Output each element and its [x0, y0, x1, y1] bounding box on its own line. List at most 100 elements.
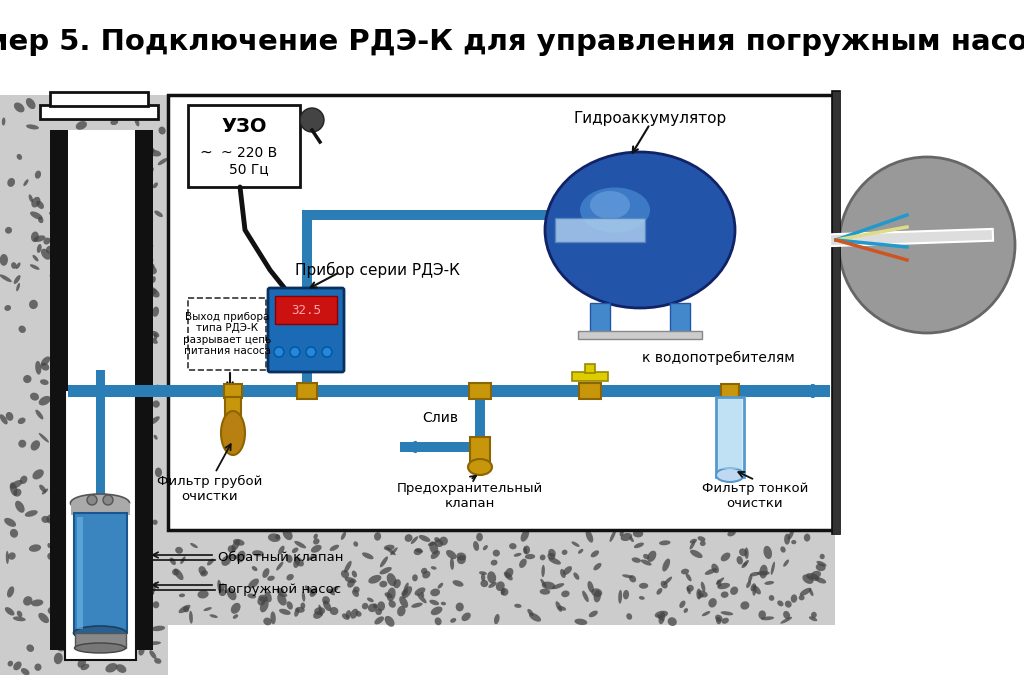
Ellipse shape [643, 554, 649, 560]
Ellipse shape [542, 582, 555, 589]
Ellipse shape [33, 469, 44, 479]
Ellipse shape [573, 572, 580, 580]
Ellipse shape [75, 148, 81, 159]
Ellipse shape [558, 606, 566, 611]
Ellipse shape [56, 395, 62, 403]
Ellipse shape [816, 564, 825, 571]
Ellipse shape [50, 446, 57, 452]
Ellipse shape [681, 568, 689, 574]
Ellipse shape [313, 539, 319, 545]
Text: УЗО: УЗО [221, 117, 266, 136]
Ellipse shape [142, 243, 154, 254]
Ellipse shape [784, 534, 791, 545]
Ellipse shape [369, 575, 381, 584]
Ellipse shape [132, 138, 142, 145]
Ellipse shape [753, 585, 761, 595]
Ellipse shape [293, 558, 300, 568]
Ellipse shape [488, 582, 497, 588]
Ellipse shape [439, 537, 447, 545]
Ellipse shape [65, 261, 72, 266]
Circle shape [290, 347, 300, 357]
Ellipse shape [437, 583, 443, 589]
Ellipse shape [104, 591, 110, 598]
Ellipse shape [219, 583, 225, 592]
Ellipse shape [759, 610, 766, 619]
Ellipse shape [404, 534, 413, 542]
Circle shape [322, 347, 332, 357]
Ellipse shape [746, 580, 751, 588]
Ellipse shape [641, 560, 651, 566]
Ellipse shape [52, 135, 59, 146]
Ellipse shape [36, 200, 44, 209]
Ellipse shape [51, 500, 56, 505]
Ellipse shape [130, 616, 141, 621]
Ellipse shape [15, 501, 25, 513]
Ellipse shape [342, 614, 350, 620]
Ellipse shape [226, 588, 237, 600]
Bar [75, 633, 126, 648]
Ellipse shape [76, 121, 87, 130]
Ellipse shape [294, 557, 304, 566]
Ellipse shape [41, 362, 49, 371]
Circle shape [274, 347, 284, 357]
Ellipse shape [42, 489, 48, 495]
Ellipse shape [131, 381, 140, 389]
Ellipse shape [716, 578, 724, 585]
Ellipse shape [800, 588, 811, 596]
Ellipse shape [136, 310, 144, 319]
Ellipse shape [803, 574, 813, 584]
Ellipse shape [630, 537, 634, 542]
Ellipse shape [180, 556, 185, 564]
Ellipse shape [150, 650, 157, 659]
Ellipse shape [792, 540, 797, 544]
Ellipse shape [98, 454, 109, 460]
Ellipse shape [479, 571, 486, 575]
Ellipse shape [128, 561, 134, 567]
Ellipse shape [104, 337, 112, 342]
Ellipse shape [764, 581, 774, 585]
Ellipse shape [24, 375, 32, 383]
Ellipse shape [14, 103, 25, 113]
Ellipse shape [525, 554, 536, 560]
Ellipse shape [428, 542, 435, 546]
Ellipse shape [232, 614, 239, 619]
Ellipse shape [722, 618, 729, 624]
Ellipse shape [47, 543, 51, 548]
Ellipse shape [133, 204, 140, 210]
Text: Обратный клапан: Обратный клапан [218, 550, 343, 564]
Ellipse shape [730, 587, 738, 595]
Ellipse shape [509, 543, 516, 549]
Ellipse shape [145, 608, 152, 618]
Ellipse shape [207, 559, 214, 566]
Ellipse shape [287, 601, 293, 610]
Ellipse shape [155, 468, 162, 477]
Ellipse shape [13, 662, 22, 670]
Ellipse shape [267, 576, 274, 581]
Ellipse shape [115, 324, 121, 334]
Ellipse shape [386, 547, 395, 556]
Ellipse shape [60, 319, 73, 328]
Bar [585, 364, 595, 373]
Ellipse shape [41, 516, 49, 523]
Ellipse shape [10, 529, 18, 538]
Ellipse shape [809, 589, 813, 596]
Ellipse shape [75, 643, 126, 653]
Ellipse shape [110, 552, 119, 562]
Ellipse shape [393, 579, 400, 588]
Ellipse shape [314, 607, 326, 615]
Ellipse shape [717, 583, 730, 589]
Ellipse shape [31, 440, 40, 451]
Ellipse shape [146, 585, 154, 595]
Ellipse shape [90, 497, 97, 504]
Ellipse shape [104, 506, 110, 514]
Ellipse shape [258, 595, 267, 602]
Ellipse shape [411, 537, 418, 544]
Ellipse shape [687, 585, 694, 592]
Ellipse shape [153, 520, 158, 525]
Ellipse shape [771, 562, 775, 575]
Ellipse shape [150, 416, 160, 425]
Ellipse shape [74, 626, 127, 640]
Ellipse shape [712, 564, 719, 573]
Ellipse shape [144, 195, 151, 203]
Ellipse shape [122, 647, 126, 652]
